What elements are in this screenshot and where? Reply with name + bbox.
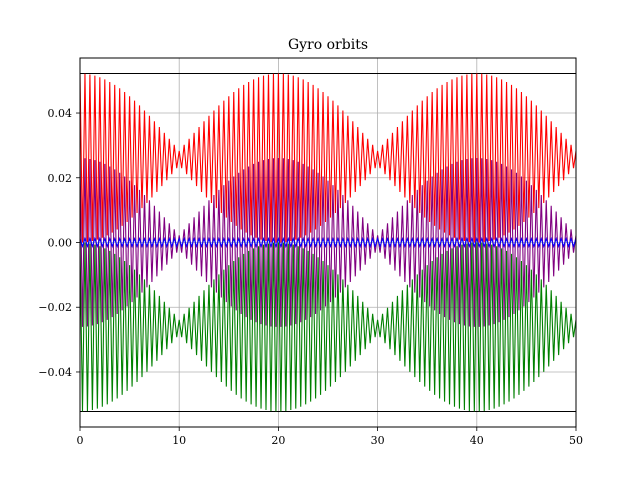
- x-tick-label: 0: [77, 434, 84, 447]
- y-tick-label: −0.04: [38, 366, 72, 379]
- y-tick-label: 0.00: [48, 237, 73, 250]
- series-line-3: [80, 236, 576, 249]
- series-line-1: [80, 242, 576, 412]
- x-tick-label: 30: [371, 434, 385, 447]
- y-tick-label: 0.02: [48, 172, 73, 185]
- x-tick-label: 40: [470, 434, 484, 447]
- x-tick-label: 50: [569, 434, 583, 447]
- y-tick-label: 0.04: [48, 107, 73, 120]
- x-tick-label: 10: [172, 434, 186, 447]
- chart-title: Gyro orbits: [288, 37, 368, 53]
- series-line-2: [80, 158, 576, 327]
- ticks: 0 10 20 30 40 50 −0.04 −0.02 0.00 0.02 0.04: [38, 107, 583, 447]
- series-line-0: [80, 73, 576, 243]
- y-tick-label: −0.02: [38, 301, 72, 314]
- reference-lines: [80, 73, 576, 412]
- series-group: [80, 73, 576, 412]
- x-tick-label: 20: [271, 434, 285, 447]
